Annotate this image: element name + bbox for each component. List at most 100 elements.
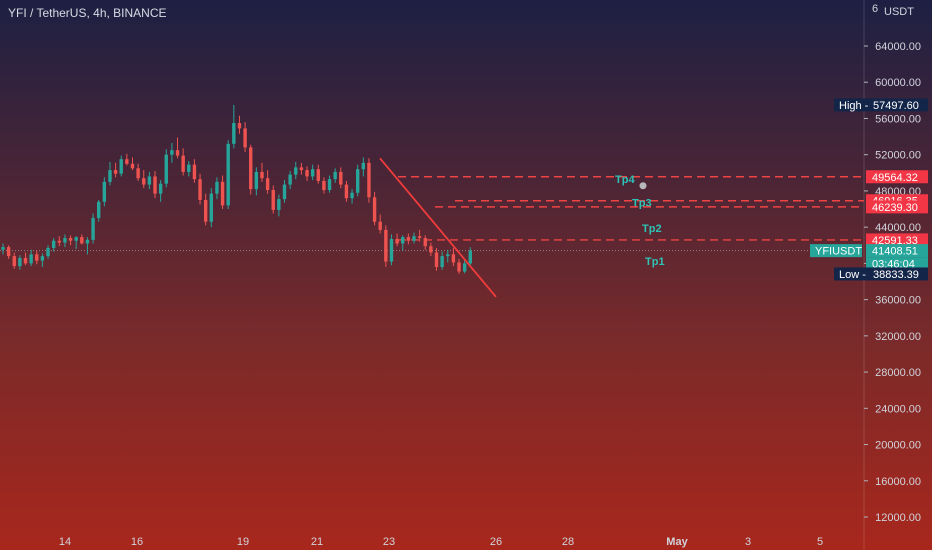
y-tick-label: 12000.00	[875, 512, 921, 524]
candle-body[interactable]	[429, 246, 433, 253]
candle-body[interactable]	[271, 190, 275, 210]
candle-body[interactable]	[395, 238, 399, 244]
candle-body[interactable]	[102, 181, 107, 202]
candle-body[interactable]	[327, 179, 332, 191]
candle-body[interactable]	[18, 257, 22, 267]
candle-body[interactable]	[457, 262, 461, 272]
candle-body[interactable]	[333, 171, 337, 180]
candle-body[interactable]	[142, 178, 146, 185]
candle-body[interactable]	[51, 240, 56, 248]
candle-body[interactable]	[243, 128, 247, 148]
candle-body[interactable]	[406, 237, 411, 241]
candle-body[interactable]	[153, 176, 157, 194]
candle-body[interactable]	[249, 147, 253, 190]
trendline[interactable]	[379, 157, 497, 298]
candle-body[interactable]	[372, 197, 377, 222]
candle-body[interactable]	[446, 254, 450, 257]
candle-body[interactable]	[384, 229, 388, 262]
candle-body[interactable]	[1, 247, 5, 250]
candle-body[interactable]	[164, 154, 168, 184]
y-tick-label: 32000.00	[875, 331, 921, 343]
price-label-value: 57497.60	[873, 100, 919, 112]
candle-body[interactable]	[282, 184, 287, 200]
candle-body[interactable]	[136, 168, 140, 179]
candle-body[interactable]	[130, 163, 135, 169]
candle-body[interactable]	[147, 176, 152, 185]
candle-body[interactable]	[175, 150, 180, 156]
candle-body[interactable]	[23, 257, 28, 264]
candle-body[interactable]	[322, 180, 326, 191]
candle-body[interactable]	[401, 237, 405, 244]
candle-body[interactable]	[113, 170, 118, 174]
candle-body[interactable]	[417, 236, 422, 239]
candle-body[interactable]	[35, 254, 39, 261]
candle-body[interactable]	[192, 164, 197, 180]
candle-body[interactable]	[158, 183, 163, 194]
candle-body[interactable]	[440, 256, 444, 268]
candle-body[interactable]	[237, 122, 242, 129]
price-label-box	[866, 257, 928, 271]
symbol-tag: YFIUSDT	[815, 246, 862, 258]
candle-body[interactable]	[288, 174, 292, 185]
candle-body[interactable]	[310, 169, 315, 177]
candle-body[interactable]	[187, 164, 191, 172]
price-label-value: 38833.39	[873, 269, 919, 281]
candle-body[interactable]	[434, 252, 439, 268]
candle-body[interactable]	[220, 181, 225, 206]
price-label-value: 41408.51	[872, 246, 918, 258]
candle-body[interactable]	[198, 179, 202, 200]
candle-body[interactable]	[468, 250, 472, 264]
axis-top-tick: 6	[872, 3, 879, 15]
candle-body[interactable]	[389, 238, 394, 262]
candle-body[interactable]	[85, 239, 90, 244]
candle-body[interactable]	[46, 247, 50, 257]
currency-label[interactable]: USDT	[884, 6, 914, 18]
candle-body[interactable]	[462, 263, 467, 272]
candle-body[interactable]	[40, 256, 45, 261]
candle-body[interactable]	[226, 143, 230, 206]
candle-body[interactable]	[378, 221, 382, 230]
y-tick-label: 36000.00	[875, 295, 921, 307]
candle-body[interactable]	[339, 171, 343, 185]
candle-body[interactable]	[6, 247, 11, 257]
candle-body[interactable]	[299, 167, 304, 171]
candle-body[interactable]	[316, 169, 320, 181]
candle-body[interactable]	[108, 170, 112, 182]
candle-body[interactable]	[423, 238, 427, 247]
candle-body[interactable]	[57, 240, 61, 243]
candle-body[interactable]	[254, 171, 259, 190]
candle-body[interactable]	[209, 193, 214, 222]
candle-body[interactable]	[68, 238, 73, 241]
candle-body[interactable]	[350, 192, 354, 199]
candle-body[interactable]	[412, 236, 416, 241]
candle-body[interactable]	[125, 159, 129, 164]
x-tick-label: 5	[817, 536, 823, 548]
candle-body[interactable]	[203, 199, 208, 222]
candle-body[interactable]	[63, 238, 67, 243]
candle-body[interactable]	[170, 150, 174, 155]
candle-body[interactable]	[119, 159, 123, 174]
candle-body[interactable]	[215, 181, 219, 194]
candle-body[interactable]	[74, 237, 78, 241]
candle-body[interactable]	[232, 122, 236, 144]
candle-body[interactable]	[29, 254, 33, 264]
candle-body[interactable]	[260, 171, 264, 179]
y-tick-label: 44000.00	[875, 222, 921, 234]
candle-body[interactable]	[277, 199, 281, 210]
x-tick-label: 19	[237, 536, 249, 548]
candle-body[interactable]	[294, 167, 298, 175]
candle-body[interactable]	[265, 178, 270, 191]
candle-body[interactable]	[181, 155, 185, 172]
candle-body[interactable]	[305, 170, 309, 177]
candle-body[interactable]	[12, 256, 16, 267]
candle-body[interactable]	[451, 254, 456, 263]
candle-body[interactable]	[361, 162, 366, 170]
candle-body[interactable]	[355, 169, 360, 193]
candle-body[interactable]	[91, 218, 95, 240]
candle-body[interactable]	[344, 184, 349, 199]
candle-body[interactable]	[80, 237, 84, 244]
candle-body[interactable]	[367, 162, 371, 198]
candle-body[interactable]	[97, 201, 101, 219]
